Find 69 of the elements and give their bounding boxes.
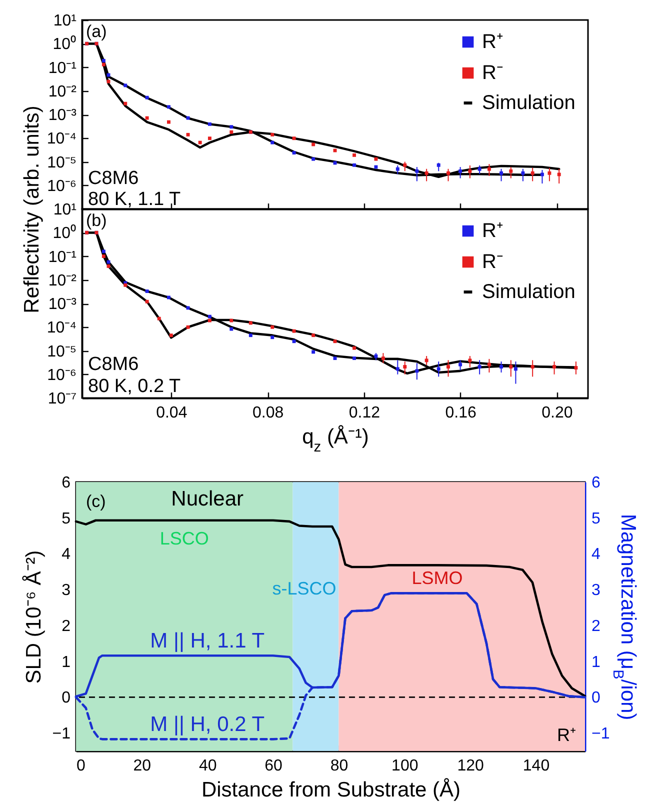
- y-tick-label: 4: [62, 546, 71, 564]
- y2-tick-label: 1: [592, 654, 600, 671]
- y-tick-label: 10⁰: [52, 224, 76, 242]
- y-tick-label: 10⁻²: [48, 272, 78, 290]
- y-tick-label: 10⁻⁶: [47, 366, 76, 384]
- annotation: (c): [86, 492, 106, 511]
- legend-label: R⁺: [482, 31, 504, 53]
- x-tick-label: 140: [522, 758, 550, 774]
- y-tick-label: 10⁻¹: [48, 60, 76, 77]
- y2-tick-label: 4: [592, 546, 600, 564]
- legend-label: Simulation: [482, 92, 576, 114]
- annotation: 80 K, 1.1 T: [88, 189, 181, 210]
- annotation: 80 K, 0.2 T: [88, 376, 181, 397]
- y-tick-label: 5: [62, 510, 71, 528]
- y-tick-label: 10⁻⁶: [47, 178, 76, 195]
- y2-tick-label: 6: [592, 474, 600, 492]
- x-axis-title: Distance from Substrate (Å): [201, 778, 461, 802]
- x-tick-label: 0.08: [252, 404, 284, 422]
- y-tick-label: 3: [62, 582, 71, 600]
- y-tick-label: 10⁻³: [48, 107, 78, 124]
- band-label: s-LSCO: [272, 578, 336, 599]
- y2-tick-label: 0: [592, 690, 600, 707]
- annotation: C8M6: [88, 354, 139, 375]
- y-tick-label: 10⁻³: [48, 296, 78, 313]
- y-tick-label: 10⁻¹: [48, 248, 76, 266]
- x-tick-label: 0.12: [348, 404, 380, 422]
- y-tick-label: 10⁻⁷: [48, 390, 77, 408]
- series-label: M || H, 1.1 T: [150, 630, 265, 653]
- x-axis-title: q$_{z}$ (Å⁻¹): [302, 424, 369, 456]
- x-tick-label: 120: [457, 758, 484, 774]
- annotation: C8M6: [88, 168, 139, 189]
- band-label: LSCO: [160, 528, 209, 548]
- y2-tick-label: −1: [592, 726, 610, 743]
- x-tick-label: 0.04: [156, 404, 188, 422]
- y-tick-label: 10¹: [53, 202, 76, 218]
- legend-label: R⁻: [482, 62, 504, 84]
- legend-label: R⁻: [482, 251, 504, 273]
- legend-label: R⁺: [482, 220, 504, 242]
- band-label: LSMO: [412, 568, 463, 588]
- y-tick-label: 10⁻⁵: [47, 154, 76, 172]
- y-tick-label: 10¹: [53, 12, 76, 30]
- x-tick-label: 40: [198, 758, 217, 774]
- x-tick-label: 20: [133, 758, 152, 774]
- legend-label: Simulation: [482, 281, 576, 303]
- y-tick-label: 10⁻⁵: [47, 343, 76, 360]
- x-tick-label: 80: [330, 758, 348, 774]
- y-tick-label: 10⁻⁴: [46, 130, 77, 148]
- x-tick-label: 0.16: [445, 404, 476, 422]
- y2-tick-label: 3: [592, 582, 600, 600]
- x-tick-label: 100: [392, 758, 418, 774]
- series-label: Nuclear: [171, 487, 244, 510]
- y2-tick-label: 5: [592, 510, 600, 528]
- y-tick-label: −1: [52, 726, 71, 743]
- y-axis-title: Reflectivity (arb. units): [20, 106, 44, 314]
- annotation: (a): [86, 22, 107, 41]
- annotation: (b): [86, 211, 107, 230]
- y-tick-label: 0: [62, 690, 71, 707]
- x-tick-label: 0.20: [542, 404, 573, 422]
- y-tick-label: 10⁻⁴: [46, 320, 77, 337]
- y2-tick-label: 2: [592, 618, 600, 635]
- series-label: M || H, 0.2 T: [150, 713, 265, 736]
- y-tick-label: 1: [62, 654, 71, 671]
- y-tick-label: 2: [62, 618, 71, 635]
- x-tick-label: 60: [264, 758, 283, 774]
- annotation: R⁺: [557, 725, 576, 745]
- y-axis-title: SLD (10⁻⁶ Å⁻²): [21, 550, 46, 684]
- y-tick-label: 6: [62, 474, 71, 492]
- y-tick-label: 10⁻²: [48, 83, 78, 100]
- y-tick-label: 10⁰: [52, 35, 76, 54]
